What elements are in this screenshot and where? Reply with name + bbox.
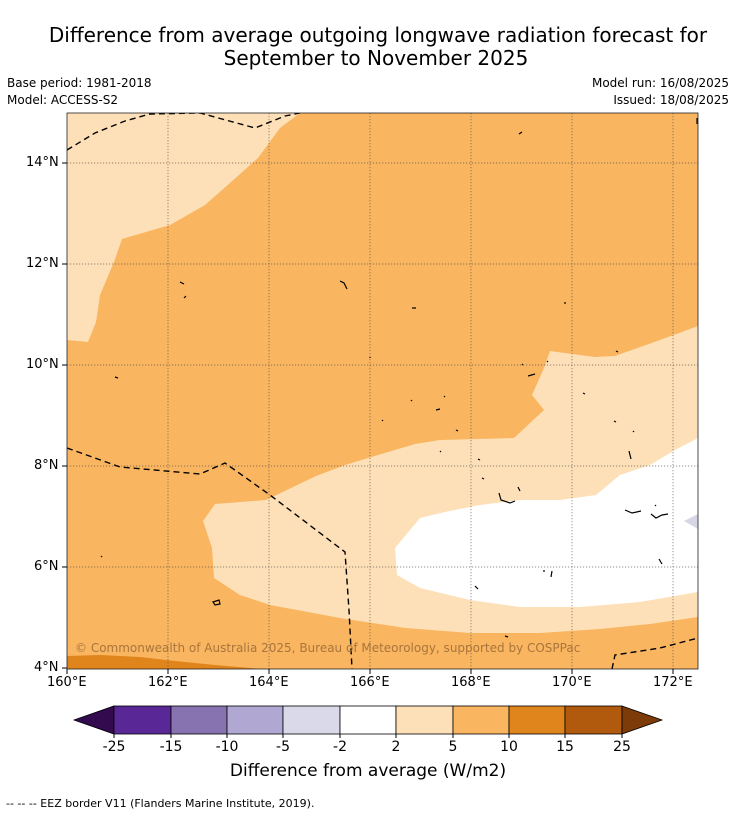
lat-label: 8°N bbox=[34, 458, 59, 473]
colorbar-label: 10 bbox=[500, 739, 518, 755]
islands bbox=[100, 118, 698, 638]
copyright-notice: © Commonwealth of Australia 2025, Bureau… bbox=[75, 641, 581, 655]
colorbar-segment bbox=[226, 705, 284, 735]
eez-footnote: -- -- -- EEZ border V11 (Flanders Marine… bbox=[6, 797, 315, 810]
lon-label: 162°E bbox=[148, 675, 188, 690]
lat-label: 12°N bbox=[26, 256, 59, 271]
colorbar-ticks bbox=[113, 734, 623, 738]
lat-label: 4°N bbox=[34, 660, 59, 675]
map-title-line-1: Difference from average outgoing longwav… bbox=[48, 23, 708, 47]
colorbar-label: 2 bbox=[391, 739, 401, 755]
issued-label: Issued: 18/08/2025 bbox=[613, 93, 729, 107]
colorbar-segment bbox=[113, 705, 172, 735]
lat-label: 6°N bbox=[34, 559, 59, 574]
colorbar-segment bbox=[339, 705, 397, 735]
colorbar-segment bbox=[564, 705, 623, 735]
lat-label: 14°N bbox=[26, 155, 59, 170]
colorbar-segment bbox=[170, 705, 228, 735]
model-run-label: Model run: 16/08/2025 bbox=[591, 76, 729, 90]
colorbar-label: -25 bbox=[102, 739, 126, 755]
map-title-line-2: September to November 2025 bbox=[223, 46, 529, 70]
lon-label: 160°E bbox=[47, 675, 87, 690]
colorbar-label: -10 bbox=[215, 739, 239, 755]
anomaly-region-neutral bbox=[395, 438, 698, 607]
colorbar-label: 15 bbox=[556, 739, 574, 755]
colorbar-label: -5 bbox=[276, 739, 290, 755]
colorbar-segment bbox=[282, 705, 341, 735]
anomaly-region-10-15 bbox=[67, 655, 262, 669]
map-frame bbox=[66, 112, 699, 670]
lon-label: 164°E bbox=[249, 675, 289, 690]
base-period-label: Base period: 1981-2018 bbox=[7, 76, 152, 90]
colorbar-segment bbox=[508, 705, 566, 735]
lon-label: 166°E bbox=[350, 675, 390, 690]
lon-label: 168°E bbox=[451, 675, 491, 690]
colorbar-label: 5 bbox=[448, 739, 458, 755]
colorbar-segment bbox=[452, 705, 510, 735]
colorbar-title: Difference from average (W/m2) bbox=[229, 761, 507, 781]
anomaly-region-2-5-northwest bbox=[67, 113, 300, 342]
map-gridlines bbox=[67, 113, 698, 669]
lon-label: 170°E bbox=[552, 675, 592, 690]
eez-borders bbox=[67, 113, 698, 669]
lon-label: 172°E bbox=[653, 675, 693, 690]
colorbar-label: 25 bbox=[613, 739, 631, 755]
colorbar-under-arrow bbox=[72, 705, 115, 735]
colorbar-segment bbox=[395, 705, 454, 735]
colorbar-label: -2 bbox=[333, 739, 347, 755]
colorbar-label: -15 bbox=[159, 739, 183, 755]
colorbar-over-arrow bbox=[621, 705, 664, 735]
negative-anomaly-patch bbox=[684, 514, 698, 529]
model-label: Model: ACCESS-S2 bbox=[7, 93, 119, 107]
colorbar bbox=[72, 705, 664, 735]
axis-ticks bbox=[62, 162, 674, 674]
lat-label: 10°N bbox=[26, 357, 59, 372]
